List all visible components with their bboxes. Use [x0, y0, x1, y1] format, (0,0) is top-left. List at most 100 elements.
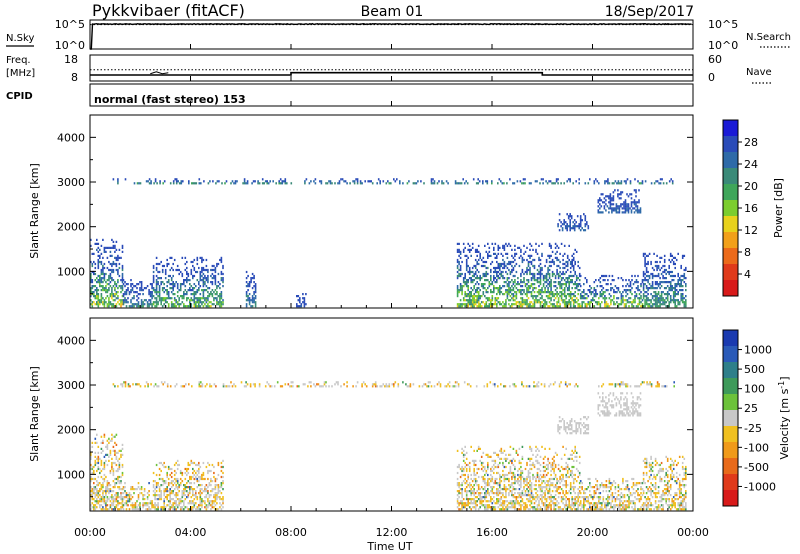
data-cell: [681, 274, 684, 278]
data-cell: [176, 506, 179, 509]
data-cell: [477, 258, 480, 262]
data-cell: [134, 488, 137, 491]
data-cell: [465, 480, 468, 483]
data-cell: [533, 463, 536, 467]
data-cell: [530, 182, 532, 185]
data-cell: [487, 488, 489, 491]
data-cell: [520, 500, 522, 503]
data-cell: [554, 246, 557, 249]
data-cell: [672, 274, 675, 278]
data-cell: [484, 295, 486, 298]
data-cell: [508, 260, 510, 264]
noise-sky-line: [90, 22, 692, 50]
data-cell: [499, 480, 501, 483]
data-cell: [485, 471, 488, 475]
data-cell: [456, 291, 459, 294]
data-cell: [527, 260, 530, 264]
data-cell: [559, 475, 561, 479]
data-cell: [183, 283, 185, 286]
data-cell: [630, 201, 633, 204]
data-cell: [677, 252, 679, 255]
data-cell: [677, 279, 679, 282]
data-cell: [261, 178, 264, 181]
data-cell: [505, 453, 507, 456]
data-cell: [473, 467, 475, 471]
data-cell: [338, 182, 341, 185]
data-cell: [120, 492, 122, 495]
data-cell: [607, 279, 609, 282]
data-cell: [163, 299, 165, 302]
data-cell: [647, 299, 649, 302]
data-cell: [517, 482, 519, 485]
data-cell: [584, 229, 587, 232]
data-cell: [99, 299, 101, 302]
data-cell: [630, 211, 633, 214]
data-cell: [464, 299, 466, 302]
data-cell: [199, 477, 202, 481]
data-cell: [515, 301, 518, 304]
freq-left-tick-top: 18: [64, 53, 78, 66]
data-cell: [559, 285, 561, 288]
data-cell: [656, 303, 658, 306]
data-cell: [430, 180, 433, 183]
data-cell: [152, 471, 155, 475]
data-cell: [111, 238, 113, 241]
data-cell: [553, 471, 555, 475]
data-cell: [538, 293, 540, 296]
data-cell: [184, 256, 187, 259]
data-cell: [551, 465, 554, 469]
data-cell: [108, 283, 110, 286]
data-cell: [160, 301, 162, 304]
data-cell: [121, 492, 124, 495]
data-cell: [467, 463, 469, 467]
data-cell: [654, 293, 657, 296]
data-cell: [100, 461, 103, 465]
data-cell: [179, 469, 182, 473]
data-cell: [121, 264, 124, 268]
data-cell: [551, 496, 554, 499]
data-cell: [214, 266, 217, 270]
data-cell: [571, 258, 573, 262]
data-cell: [539, 281, 542, 284]
data-cell: [99, 279, 101, 282]
data-cell: [480, 305, 483, 308]
data-cell: [148, 494, 150, 497]
data-cell: [484, 244, 486, 247]
data-cell: [456, 258, 459, 262]
data-cell: [485, 270, 488, 274]
data-cell: [641, 180, 644, 183]
data-cell: [547, 272, 549, 276]
data-cell: [493, 279, 495, 282]
data-cell: [211, 502, 214, 505]
data-cell: [222, 482, 224, 485]
data-cell: [220, 279, 223, 282]
data-cell: [176, 283, 179, 286]
data-cell: [529, 287, 531, 290]
data-cell: [506, 252, 509, 255]
data-cell: [158, 295, 161, 298]
data-cell: [506, 297, 509, 300]
data-cell: [511, 490, 513, 493]
data-cell: [436, 182, 439, 185]
data-cell: [521, 455, 524, 458]
data-cell: [632, 283, 635, 286]
data-cell: [152, 506, 155, 509]
data-cell: [517, 496, 519, 499]
data-cell: [509, 272, 512, 276]
data-cell: [164, 465, 167, 469]
data-cell: [199, 301, 202, 304]
data-cell: [143, 498, 146, 501]
data-cell: [503, 496, 506, 499]
data-cell: [632, 301, 635, 304]
data-cell: [207, 291, 209, 294]
data-cell: [638, 199, 640, 202]
data-cell: [562, 293, 564, 296]
data-cell: [512, 506, 515, 509]
data-cell: [666, 297, 669, 300]
data-cell: [514, 264, 516, 268]
data-cell: [681, 254, 684, 257]
data-cell: [560, 297, 563, 300]
data-cell: [550, 504, 552, 507]
data-cell: [499, 293, 501, 296]
data-cell: [512, 297, 515, 300]
